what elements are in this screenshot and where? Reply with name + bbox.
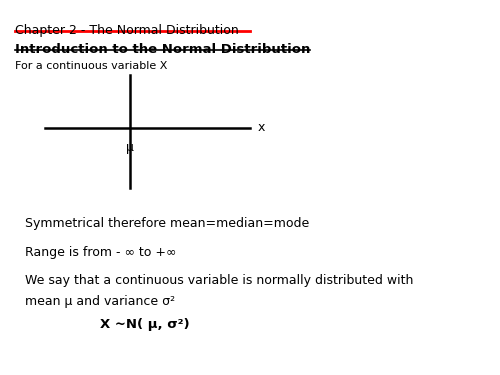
Text: Symmetrical therefore mean=median=mode: Symmetrical therefore mean=median=mode — [25, 217, 309, 231]
Text: μ: μ — [126, 141, 134, 154]
Text: Chapter 2 - The Normal Distribution: Chapter 2 - The Normal Distribution — [15, 24, 239, 38]
Text: For a continuous variable X: For a continuous variable X — [15, 61, 168, 71]
Text: Introduction to the Normal Distribution: Introduction to the Normal Distribution — [15, 43, 310, 56]
Text: mean μ and variance σ²: mean μ and variance σ² — [25, 296, 175, 309]
Text: X ~N( μ, σ²): X ~N( μ, σ²) — [100, 318, 190, 331]
Text: Range is from - ∞ to +∞: Range is from - ∞ to +∞ — [25, 246, 176, 259]
Text: We say that a continuous variable is normally distributed with: We say that a continuous variable is nor… — [25, 274, 413, 287]
Text: x: x — [258, 121, 265, 134]
